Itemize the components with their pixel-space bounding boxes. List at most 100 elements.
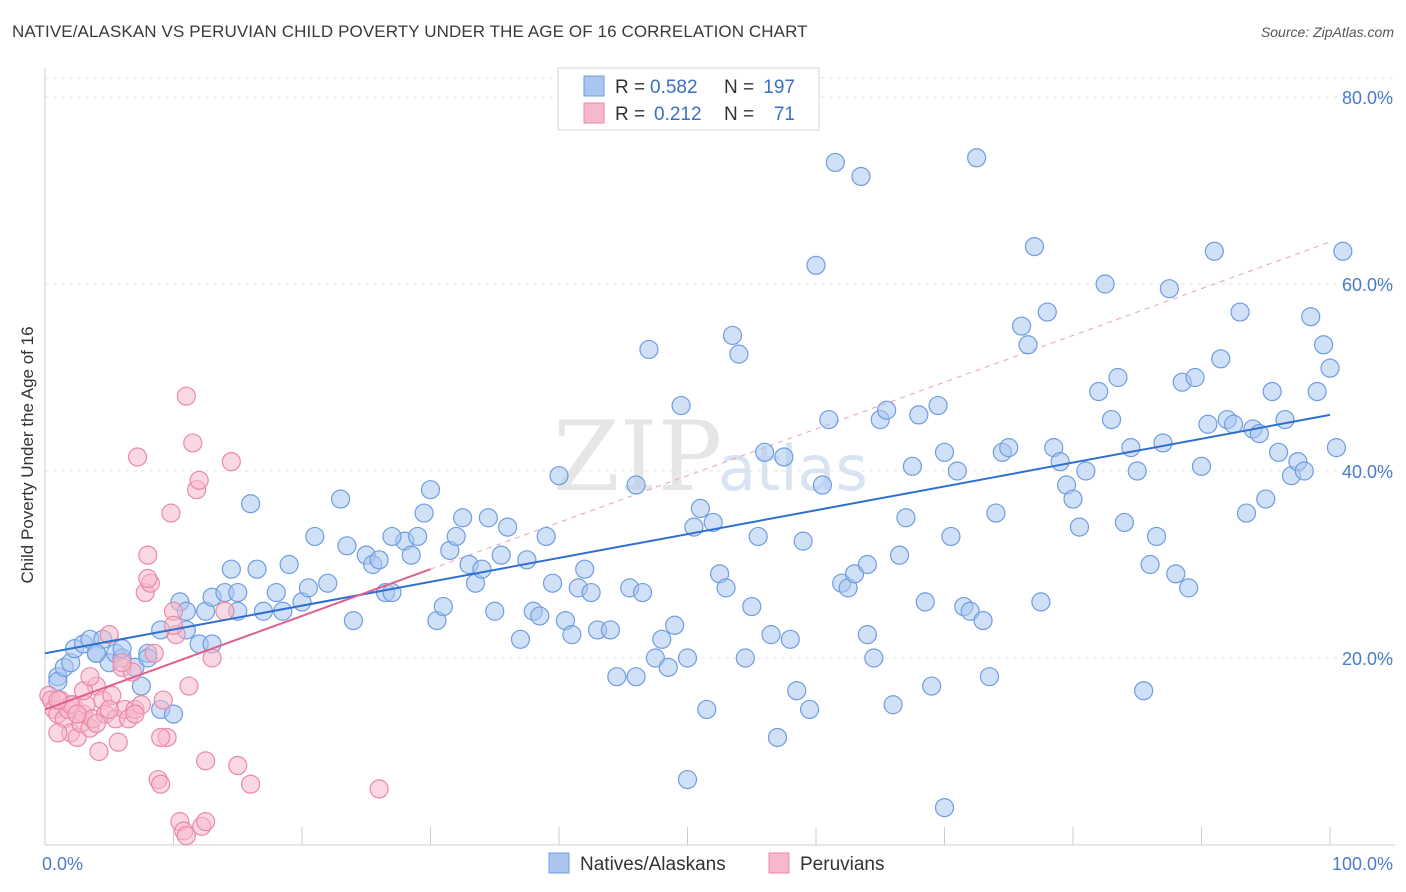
- peruvian-point: [99, 625, 119, 645]
- natives-point: [716, 578, 736, 598]
- natives-point: [131, 676, 151, 696]
- natives-point: [703, 512, 723, 533]
- natives-point: [1185, 367, 1205, 388]
- natives-point: [318, 573, 338, 593]
- natives-point: [1063, 489, 1083, 509]
- peruvian-point: [48, 723, 68, 743]
- natives-point: [902, 456, 922, 476]
- peruvian-point: [112, 653, 132, 673]
- peruvian-point: [153, 690, 173, 710]
- natives-point: [1050, 452, 1070, 472]
- natives-point: [915, 592, 935, 612]
- natives-point: [408, 526, 428, 547]
- natives-point: [896, 508, 916, 528]
- natives-point: [1307, 381, 1327, 402]
- natives-point: [844, 564, 865, 584]
- natives-point: [960, 601, 980, 621]
- natives-point: [742, 596, 762, 617]
- natives-point: [697, 699, 717, 720]
- natives-trendline: [44, 413, 1331, 655]
- y-tick-labels: 20.0% 40.0% 60.0% 80.0%: [1342, 88, 1393, 669]
- natives-point: [1031, 592, 1051, 612]
- natives-point: [446, 526, 466, 547]
- bottom-legend: Natives/Alaskans Peruvians: [548, 852, 885, 875]
- natives-point: [922, 676, 942, 696]
- natives-point: [1313, 335, 1334, 355]
- natives-point: [1140, 554, 1160, 575]
- legend-peruvians-r-label: R =: [615, 104, 645, 125]
- natives-points: [48, 148, 1353, 818]
- natives-point: [780, 629, 800, 649]
- natives-point: [279, 554, 299, 575]
- peruvian-trendline: [44, 568, 431, 711]
- natives-point: [453, 508, 473, 528]
- peruvian-point: [80, 667, 100, 687]
- natives-point: [241, 494, 261, 514]
- peruvian-points: [39, 386, 389, 846]
- peruvian-point: [196, 812, 216, 832]
- natives-point: [812, 475, 833, 495]
- natives-point: [575, 559, 595, 579]
- natives-point: [999, 438, 1019, 458]
- natives-point: [877, 400, 897, 420]
- y-tick-label-40: 40.0%: [1342, 462, 1393, 482]
- natives-point: [86, 643, 107, 663]
- natives-point: [665, 615, 685, 635]
- natives-point: [1101, 409, 1122, 430]
- peruvian-point: [369, 779, 389, 799]
- peruvian-point: [89, 741, 109, 762]
- natives-point: [305, 526, 325, 547]
- natives-point: [947, 461, 967, 481]
- natives-point: [401, 545, 421, 565]
- peruvian-point: [176, 386, 196, 406]
- natives-point: [562, 625, 582, 645]
- y-tick-label-80: 80.0%: [1342, 88, 1393, 108]
- natives-point: [536, 526, 556, 547]
- legend-peruvians-r-value: 0.212: [654, 104, 702, 125]
- natives-point: [607, 667, 627, 687]
- natives-point: [767, 727, 788, 748]
- natives-point: [979, 667, 1000, 687]
- source-label: Source: ZipAtlas.com: [1260, 24, 1394, 40]
- natives-point: [748, 526, 768, 547]
- natives-point: [639, 339, 659, 360]
- natives-point: [652, 629, 672, 649]
- peruvian-point: [86, 713, 107, 734]
- natives-point: [1275, 409, 1295, 430]
- natives-point: [799, 699, 820, 720]
- natives-point: [247, 559, 267, 579]
- peruvian-point: [179, 676, 199, 696]
- natives-point: [221, 559, 241, 579]
- natives-point: [510, 629, 531, 649]
- natives-point: [1011, 316, 1032, 336]
- natives-point: [1153, 433, 1173, 453]
- peruvian-point: [151, 727, 171, 748]
- peruvian-point: [125, 704, 145, 724]
- natives-point: [986, 503, 1006, 523]
- natives-point: [851, 166, 871, 187]
- peruvian-point: [138, 545, 158, 565]
- watermark-zip: ZIP: [553, 401, 722, 513]
- natives-point: [478, 508, 498, 528]
- natives-point: [1256, 489, 1276, 509]
- natives-point: [1230, 302, 1250, 322]
- natives-point: [928, 395, 948, 416]
- natives-point: [677, 648, 698, 668]
- natives-point: [420, 480, 441, 500]
- natives-point: [491, 545, 511, 565]
- natives-point: [542, 573, 563, 593]
- natives-point: [1108, 367, 1128, 388]
- peruvian-point: [138, 568, 158, 589]
- natives-point: [1268, 442, 1289, 462]
- natives-point: [369, 550, 389, 570]
- natives-point: [433, 596, 453, 617]
- natives-point: [600, 620, 621, 640]
- y-tick-label-60: 60.0%: [1342, 275, 1393, 295]
- peruvian-point: [215, 601, 235, 621]
- natives-point: [163, 704, 184, 724]
- natives-point: [485, 601, 505, 621]
- natives-point: [517, 550, 537, 570]
- natives-point: [819, 409, 839, 430]
- natives-point: [1166, 564, 1186, 584]
